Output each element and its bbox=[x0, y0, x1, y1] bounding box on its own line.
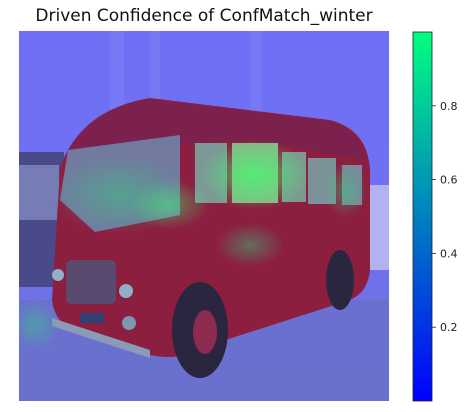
chart-title: Driven Confidence of ConfMatch_winter bbox=[35, 6, 373, 26]
confidence-hotspot bbox=[200, 140, 310, 210]
bus-wheel bbox=[326, 250, 354, 310]
confidence-hotspot bbox=[19, 300, 60, 350]
colorbar-gradient bbox=[412, 31, 433, 402]
bus-wheel-hub bbox=[193, 310, 217, 354]
colorbar: 0.2 0.4 0.6 0.8 bbox=[412, 31, 458, 402]
bus-bumper bbox=[52, 318, 150, 358]
colorbar-tick-label: 0.6 bbox=[440, 174, 458, 187]
confidence-hotspot bbox=[323, 162, 367, 218]
bus-headlight bbox=[122, 316, 136, 330]
bus-grille bbox=[66, 260, 116, 304]
confidence-hotspot bbox=[130, 180, 210, 230]
background-vehicle bbox=[368, 185, 389, 270]
heatmap-image bbox=[19, 31, 389, 401]
colorbar-ticks: 0.2 0.4 0.6 0.8 bbox=[432, 100, 458, 334]
colorbar-tick-label: 0.8 bbox=[440, 100, 458, 113]
bus-headlight bbox=[52, 269, 64, 281]
colorbar-tick-label: 0.2 bbox=[440, 321, 458, 334]
confidence-hotspot bbox=[215, 223, 285, 267]
bus-headlight bbox=[119, 284, 133, 298]
bus-number-plate bbox=[80, 313, 104, 323]
colorbar-tick-label: 0.4 bbox=[440, 247, 458, 260]
